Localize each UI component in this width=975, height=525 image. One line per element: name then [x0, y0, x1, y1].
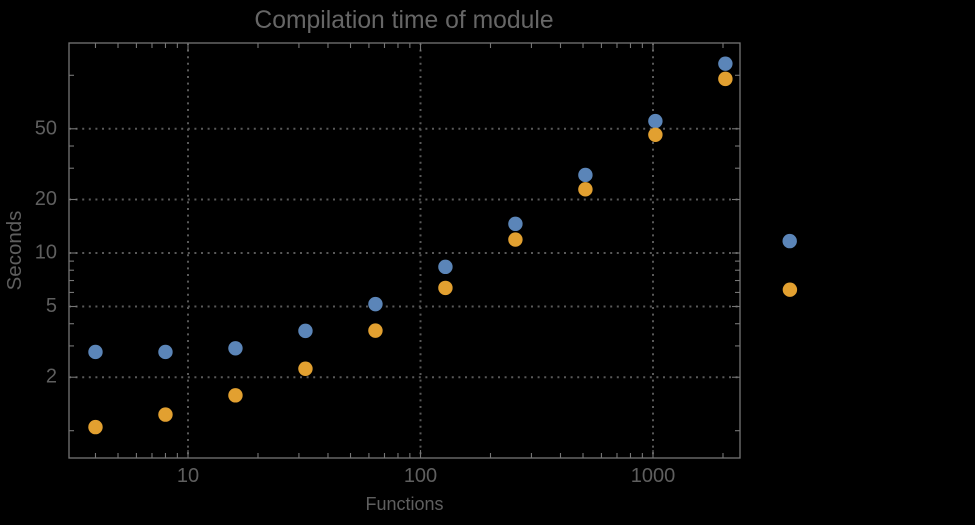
svg-text:20: 20: [35, 188, 57, 210]
svg-text:50: 50: [35, 117, 57, 139]
svg-text:5: 5: [46, 295, 57, 317]
svg-text:10: 10: [35, 242, 57, 264]
svg-text:Compilation time of module: Compilation time of module: [254, 7, 553, 34]
svg-text:2: 2: [46, 366, 57, 388]
svg-text:100: 100: [404, 465, 437, 487]
svg-text:10: 10: [177, 465, 199, 487]
svg-text:Seconds: Seconds: [3, 211, 26, 291]
svg-text:1000: 1000: [631, 465, 676, 487]
svg-text:Functions: Functions: [365, 494, 443, 514]
